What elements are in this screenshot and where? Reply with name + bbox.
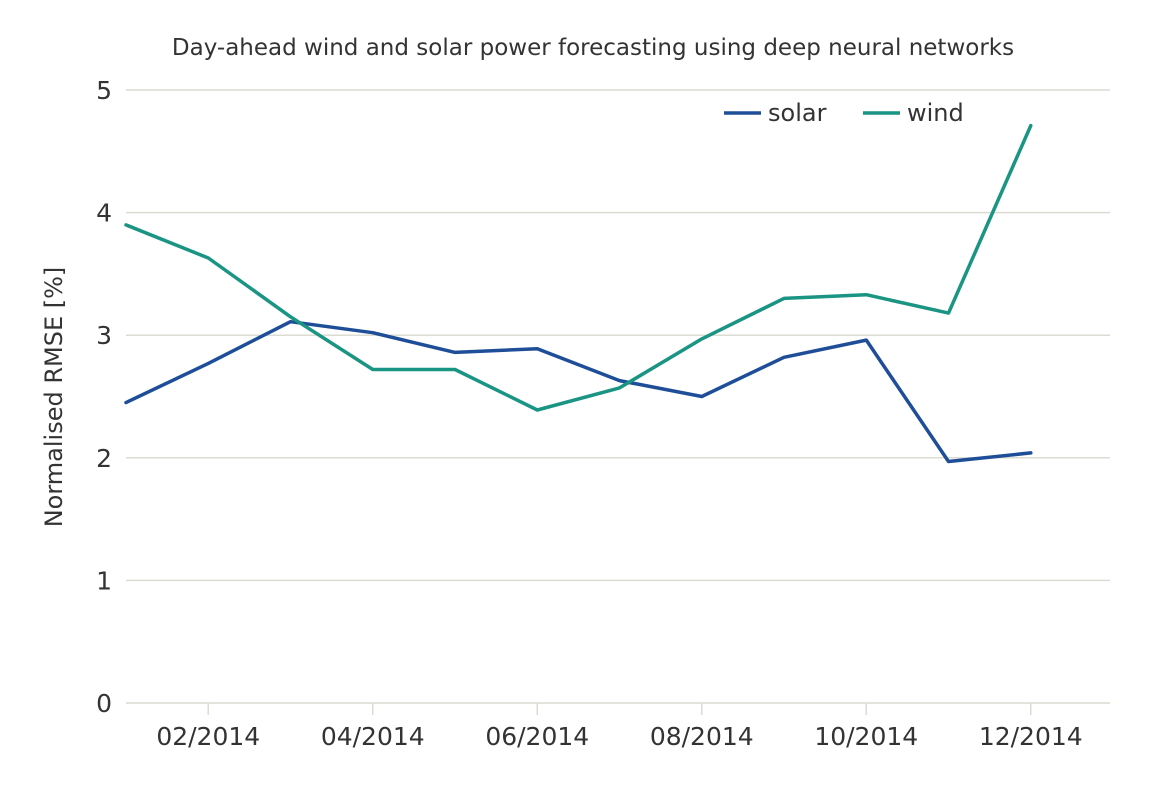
y-tick-label: 0 — [96, 689, 112, 718]
legend-label-wind: wind — [907, 99, 964, 127]
gridlines — [126, 89, 1110, 704]
x-tick-label: 08/2014 — [650, 722, 754, 751]
y-tick-label: 2 — [96, 444, 112, 473]
legend-label-solar: solar — [768, 99, 827, 127]
x-tick-label: 06/2014 — [485, 722, 589, 751]
legend: solar wind — [724, 99, 964, 127]
x-tick-label: 12/2014 — [979, 722, 1083, 751]
y-tick-label: 1 — [96, 566, 112, 595]
series-line-solar — [124, 319, 1033, 464]
x-tick-label: 04/2014 — [321, 722, 425, 751]
x-tick-label: 02/2014 — [156, 722, 260, 751]
y-tick-label: 5 — [96, 76, 112, 105]
series-lines — [124, 123, 1033, 464]
y-axis-ticks: 0 1 2 3 4 5 — [96, 76, 112, 718]
chart-title: Day-ahead wind and solar power forecasti… — [172, 35, 1014, 61]
series-line-wind — [124, 123, 1033, 412]
y-axis-label: Normalised RMSE [%] — [40, 267, 68, 528]
y-tick-label: 4 — [96, 199, 112, 228]
x-tick-label: 10/2014 — [814, 722, 918, 751]
y-tick-label: 3 — [96, 321, 112, 350]
x-axis-ticks: 02/2014 04/2014 06/2014 08/2014 10/2014 12/20… — [156, 703, 1083, 751]
